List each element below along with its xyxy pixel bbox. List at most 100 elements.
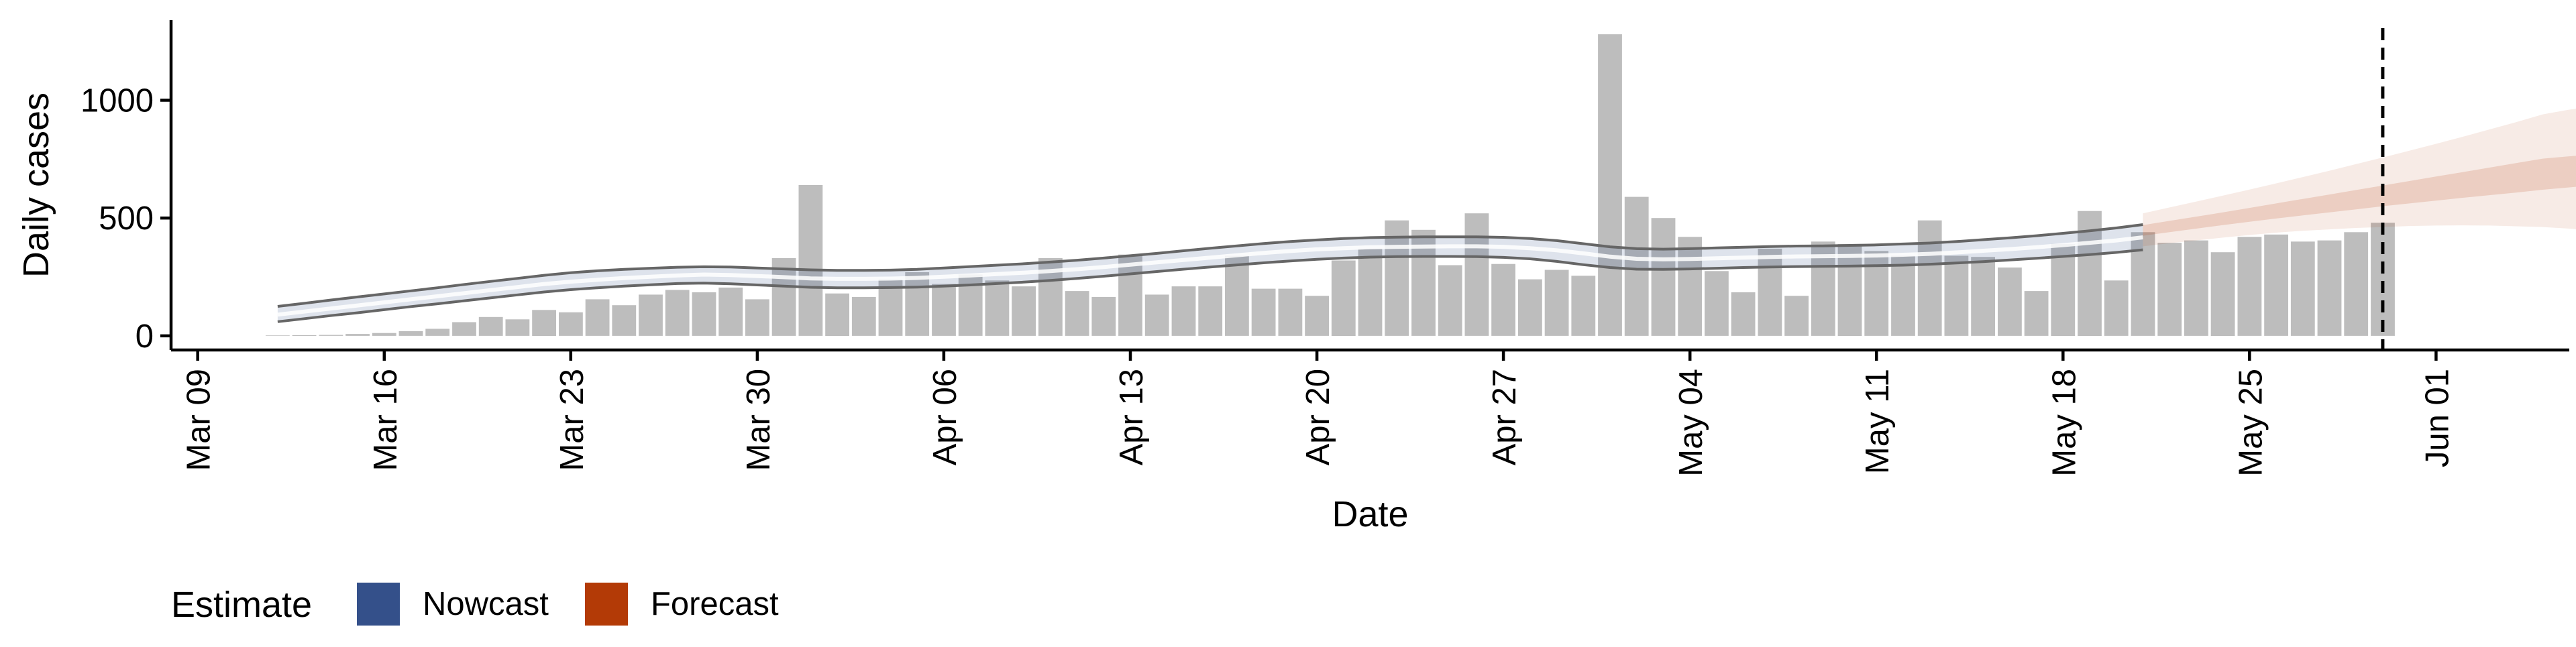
bar-24 (905, 272, 930, 336)
bar-0 (266, 335, 290, 336)
x-tick-label-5: Apr 13 (1114, 369, 1150, 465)
bar-51 (1624, 196, 1649, 336)
bar-1 (292, 335, 317, 336)
bar-15 (665, 290, 690, 336)
bar-53 (1678, 237, 1703, 336)
bar-64 (1971, 257, 1995, 336)
bar-62 (1917, 220, 1942, 336)
bar-56 (1758, 248, 1782, 336)
x-tick-label-1: Mar 16 (368, 369, 404, 471)
axes-layer: Mar 09 Mar 16 Mar 23 Mar 30 Apr 06 Apr 13 Apr … (16, 20, 2569, 534)
bars-layer (266, 34, 2395, 336)
bar-27 (985, 280, 1010, 336)
bar-8 (478, 316, 503, 336)
bar-22 (851, 296, 876, 336)
bar-35 (1198, 286, 1223, 336)
legend-title: Estimate (171, 585, 312, 625)
bar-11 (559, 312, 583, 336)
bar-3 (345, 334, 370, 336)
bar-14 (639, 294, 663, 336)
bar-18 (745, 299, 769, 336)
x-tick-label-3: Mar 30 (741, 369, 777, 471)
bar-30 (1065, 291, 1089, 336)
bar-31 (1091, 296, 1116, 336)
bar-61 (1891, 255, 1915, 336)
bar-47 (1518, 279, 1542, 336)
bar-52 (1651, 218, 1676, 336)
x-tick-label-0: Mar 09 (181, 369, 217, 471)
bar-40 (1331, 260, 1356, 336)
x-tick-label-6: Apr 20 (1300, 369, 1336, 465)
bar-38 (1278, 288, 1303, 336)
bar-33 (1144, 294, 1169, 336)
bar-44 (1438, 265, 1462, 336)
bar-59 (1837, 243, 1862, 336)
bar-2 (319, 335, 343, 336)
y-tick-label-0: 0 (136, 318, 154, 355)
bar-45 (1464, 213, 1489, 336)
nowcast-layer (277, 223, 2143, 323)
bar-39 (1305, 296, 1329, 336)
forecast-band-50 (2143, 156, 2576, 236)
y-tick-label-1: 500 (99, 200, 154, 237)
y-axis-title: Daily cases (16, 93, 56, 278)
x-tick-label-4: Apr 06 (927, 369, 963, 465)
bar-17 (718, 287, 743, 336)
nowcast-upper-line (277, 223, 2143, 308)
legend-key-nowcast (357, 583, 400, 626)
bar-36 (1225, 255, 1249, 336)
bar-71 (2157, 243, 2182, 336)
bar-69 (2104, 280, 2129, 336)
bar-41 (1358, 248, 1383, 336)
forecast-layer (2143, 109, 2576, 247)
bar-16 (692, 292, 716, 336)
bar-67 (2051, 243, 2076, 336)
x-tick-label-9: May 11 (1860, 369, 1896, 474)
bar-77 (2317, 240, 2342, 336)
bar-42 (1385, 220, 1409, 336)
bar-50 (1598, 34, 1622, 336)
bar-49 (1571, 276, 1596, 336)
nowcast-lower-line (277, 248, 2143, 323)
x-tick-label-11: May 25 (2233, 369, 2269, 477)
x-tick-label-8: May 04 (1673, 369, 1709, 477)
forecast-band-90 (2143, 109, 2576, 247)
bar-55 (1731, 292, 1756, 336)
bar-4 (372, 333, 396, 336)
bar-74 (2237, 237, 2262, 336)
legend-key-forecast (585, 583, 628, 626)
bar-13 (612, 305, 637, 336)
bar-7 (452, 322, 476, 336)
x-tick-label-2: Mar 23 (554, 369, 590, 471)
bar-54 (1705, 271, 1729, 336)
bar-9 (505, 319, 530, 336)
bar-46 (1491, 263, 1515, 336)
bar-79 (2371, 223, 2395, 336)
bar-10 (532, 310, 556, 336)
bar-34 (1171, 286, 1196, 336)
y-tick-label-2: 1000 (80, 83, 154, 119)
bar-63 (1944, 255, 1969, 336)
bar-78 (2344, 232, 2369, 336)
legend: Estimate Nowcast Forecast (171, 583, 779, 626)
bar-73 (2210, 252, 2235, 336)
bar-57 (1784, 296, 1809, 336)
bar-19 (771, 257, 796, 336)
bar-65 (1998, 268, 2022, 336)
x-ticks: Mar 09 Mar 16 Mar 23 Mar 30 Apr 06 Apr 13 Apr … (181, 350, 2455, 477)
bar-76 (2290, 241, 2315, 336)
bar-21 (825, 293, 849, 336)
legend-label-nowcast: Nowcast (423, 586, 549, 622)
bar-28 (1012, 286, 1036, 336)
bar-75 (2264, 234, 2288, 336)
bar-37 (1251, 288, 1276, 336)
legend-label-forecast: Forecast (651, 586, 779, 622)
y-ticks: 0 500 1000 (80, 83, 171, 355)
bar-20 (798, 185, 823, 336)
x-tick-label-10: May 18 (2046, 369, 2082, 477)
x-tick-label-12: Jun 01 (2419, 369, 2455, 467)
bar-25 (932, 284, 956, 336)
bar-5 (398, 331, 423, 336)
